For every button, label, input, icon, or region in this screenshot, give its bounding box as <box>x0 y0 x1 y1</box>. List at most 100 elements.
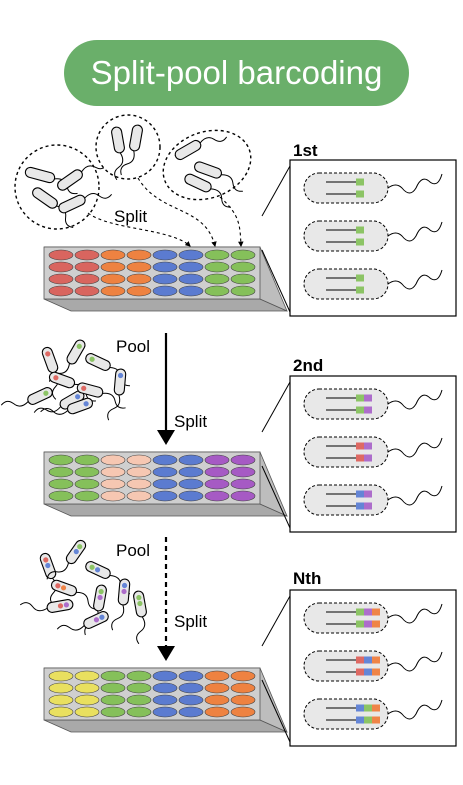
well <box>204 249 230 261</box>
flagellum <box>387 173 443 194</box>
round-2-pool-label: Pool <box>116 337 150 356</box>
barcode-segment <box>356 442 364 450</box>
barcode-segment <box>372 704 380 712</box>
cell-barcode-dot <box>53 375 59 381</box>
well <box>178 454 204 466</box>
well <box>178 261 204 273</box>
cell-barcode-dot <box>63 602 70 608</box>
round-n-arrowhead <box>157 646 175 661</box>
cell-body <box>193 161 223 179</box>
cell <box>46 539 87 580</box>
well <box>48 249 74 261</box>
round-n-label: Nth <box>293 569 321 588</box>
well <box>126 694 152 706</box>
well <box>230 694 256 706</box>
cell-body <box>113 368 127 396</box>
split-arrow-3 <box>219 196 244 248</box>
well <box>48 273 74 285</box>
well <box>230 682 256 694</box>
well <box>178 273 204 285</box>
well <box>100 694 126 706</box>
cell <box>85 353 130 387</box>
flagellum <box>102 392 126 409</box>
plate-front <box>43 719 288 733</box>
plate-front <box>43 503 288 517</box>
cell-body-large <box>303 436 389 468</box>
well <box>74 261 100 273</box>
well <box>230 273 256 285</box>
cell <box>174 136 228 161</box>
barcode-segment <box>364 490 372 498</box>
barcode-segment <box>364 716 372 724</box>
cell-body-large <box>303 698 389 730</box>
flagellum <box>76 591 98 610</box>
cell-barcode-dot <box>75 394 81 400</box>
well <box>100 490 126 502</box>
round-n-split-label: Split <box>174 612 207 631</box>
flagellum <box>387 651 443 672</box>
flagellum <box>111 604 125 631</box>
cell-barcode-dot <box>73 548 79 555</box>
cell <box>19 599 74 613</box>
cell-barcode-dot <box>98 588 104 595</box>
cell-body <box>184 173 212 193</box>
well <box>48 682 74 694</box>
well <box>100 261 126 273</box>
barcode-segment <box>356 394 364 402</box>
cell-body-large <box>303 172 389 204</box>
barcode-segment <box>356 454 364 462</box>
well <box>152 694 178 706</box>
cell-body-large <box>303 650 389 682</box>
cell-barcode-dot <box>77 544 83 550</box>
well <box>48 466 74 478</box>
cell-cluster-right <box>162 129 252 208</box>
well <box>152 285 178 297</box>
well <box>178 682 204 694</box>
cell-barcode-dot <box>117 372 124 379</box>
barcode-segment <box>364 442 372 450</box>
barcode-segment <box>364 620 372 628</box>
cell-barcode-dot <box>43 390 49 396</box>
cell-body <box>174 139 202 161</box>
cell <box>111 126 125 181</box>
well <box>152 249 178 261</box>
well <box>230 454 256 466</box>
well <box>126 273 152 285</box>
cell-barcode-dot <box>93 617 100 623</box>
well <box>100 478 126 490</box>
cell-barcode-dot <box>45 351 51 357</box>
zoom-line <box>261 249 291 313</box>
well <box>204 682 230 694</box>
well <box>204 490 230 502</box>
barcode-segment <box>356 704 364 712</box>
split-arrow-2 <box>137 177 217 248</box>
cell-barcode-dot <box>94 567 101 573</box>
well <box>48 490 74 502</box>
plate-round-2 <box>43 451 288 517</box>
well <box>152 454 178 466</box>
well <box>178 249 204 261</box>
cell-barcode-dot <box>121 588 127 595</box>
zoom-line <box>261 381 291 433</box>
cell-body-large <box>303 602 389 634</box>
well <box>204 706 230 718</box>
well <box>74 466 100 478</box>
cell-body <box>85 353 111 371</box>
well <box>204 466 230 478</box>
barcode-segment <box>372 668 380 676</box>
plate-round-n <box>43 667 288 733</box>
barcode-segment <box>356 178 364 186</box>
flagellum <box>387 699 443 720</box>
title-banner: Split-pool barcoding <box>64 40 409 106</box>
well <box>74 490 100 502</box>
round-1-split-label: Split <box>114 207 147 226</box>
well <box>100 670 126 682</box>
plate-round-1 <box>43 246 288 312</box>
well <box>152 478 178 490</box>
round-1-label: 1st <box>293 141 318 160</box>
zoom-line <box>261 465 291 529</box>
well <box>230 490 256 502</box>
well <box>204 694 230 706</box>
barcode-segment <box>364 394 372 402</box>
well <box>152 682 178 694</box>
